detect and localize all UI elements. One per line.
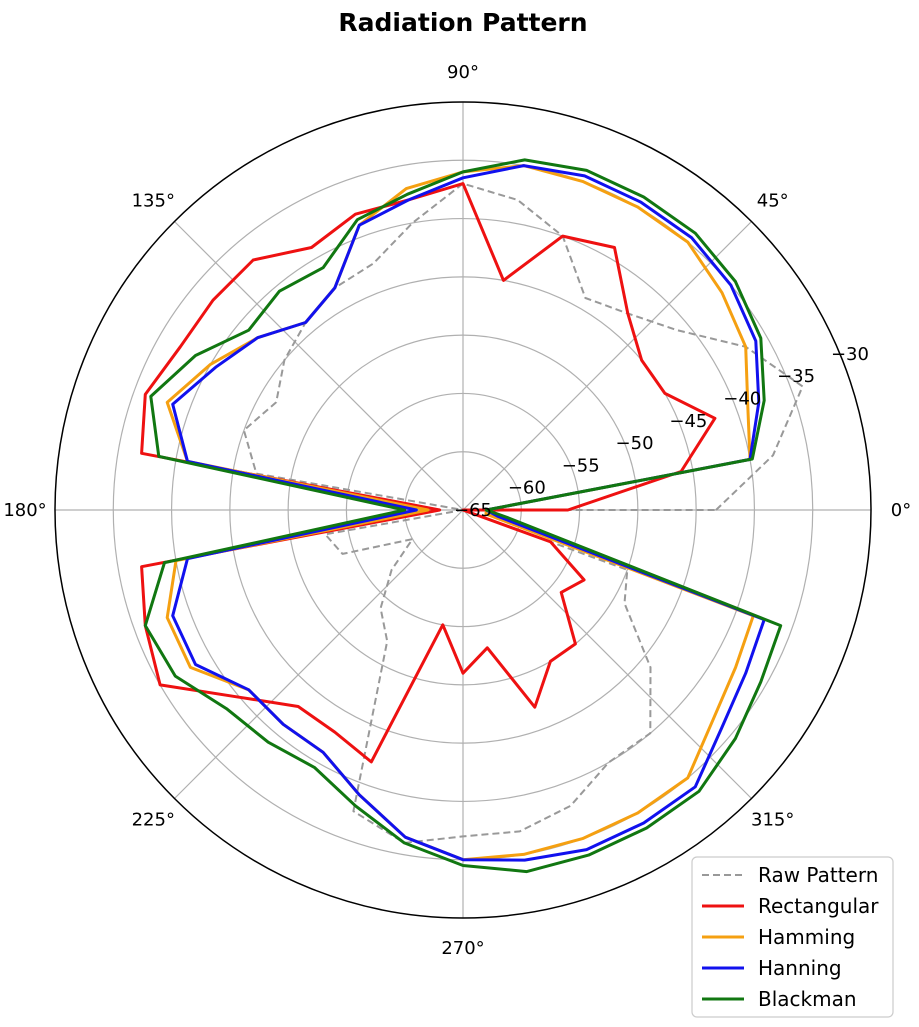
series-line-rectangular: [140, 182, 717, 764]
radial-tick-label: −30: [831, 344, 869, 365]
legend-label: Rectangular: [758, 894, 879, 918]
legend-label: Raw Pattern: [758, 863, 878, 887]
radial-tick-label: −45: [669, 411, 707, 432]
angle-tick-label: 225°: [132, 810, 175, 831]
legend-box: [691, 856, 894, 1018]
angle-tick-label: 0°: [891, 500, 911, 521]
legend: Raw Pattern Rectangular Hamming Hanning Blac…: [691, 856, 894, 1018]
legend-label: Blackman: [758, 987, 857, 1011]
tick-labels: −65 −60 −55 −50 −45 −40 −35 −30 0° 45° 90° 135° 180°…: [3, 62, 911, 959]
angular-gridline: [174, 221, 464, 511]
angle-tick-label: 315°: [751, 810, 794, 831]
angular-gridline: [174, 509, 464, 799]
angle-tick-label: 45°: [757, 190, 789, 211]
radial-tick-label: −65: [454, 500, 492, 521]
angular-gridline: [462, 509, 752, 799]
radial-tick-label: −55: [562, 455, 600, 476]
radial-tick-label: −50: [616, 433, 654, 454]
radial-tick-label: −40: [723, 388, 761, 409]
radial-tick-label: −60: [508, 478, 546, 499]
series-line-raw-pattern: [242, 182, 804, 844]
angle-tick-label: 135°: [132, 190, 175, 211]
legend-label: Hamming: [758, 925, 855, 949]
angular-gridline: [462, 221, 752, 511]
angle-tick-label: 270°: [441, 938, 484, 959]
series-line-blackman: [143, 158, 783, 874]
angle-tick-label: 180°: [3, 500, 46, 521]
angle-tick-label: 90°: [447, 62, 479, 83]
chart-title: Radiation Pattern: [338, 8, 587, 37]
radial-tick-label: −35: [777, 366, 815, 387]
series-lines: [140, 158, 804, 874]
polar-grid: [54, 101, 872, 919]
legend-label: Hanning: [758, 956, 842, 980]
series-line-hanning: [171, 164, 766, 862]
polar-frame: [54, 101, 872, 919]
series-line-hamming: [165, 164, 755, 862]
